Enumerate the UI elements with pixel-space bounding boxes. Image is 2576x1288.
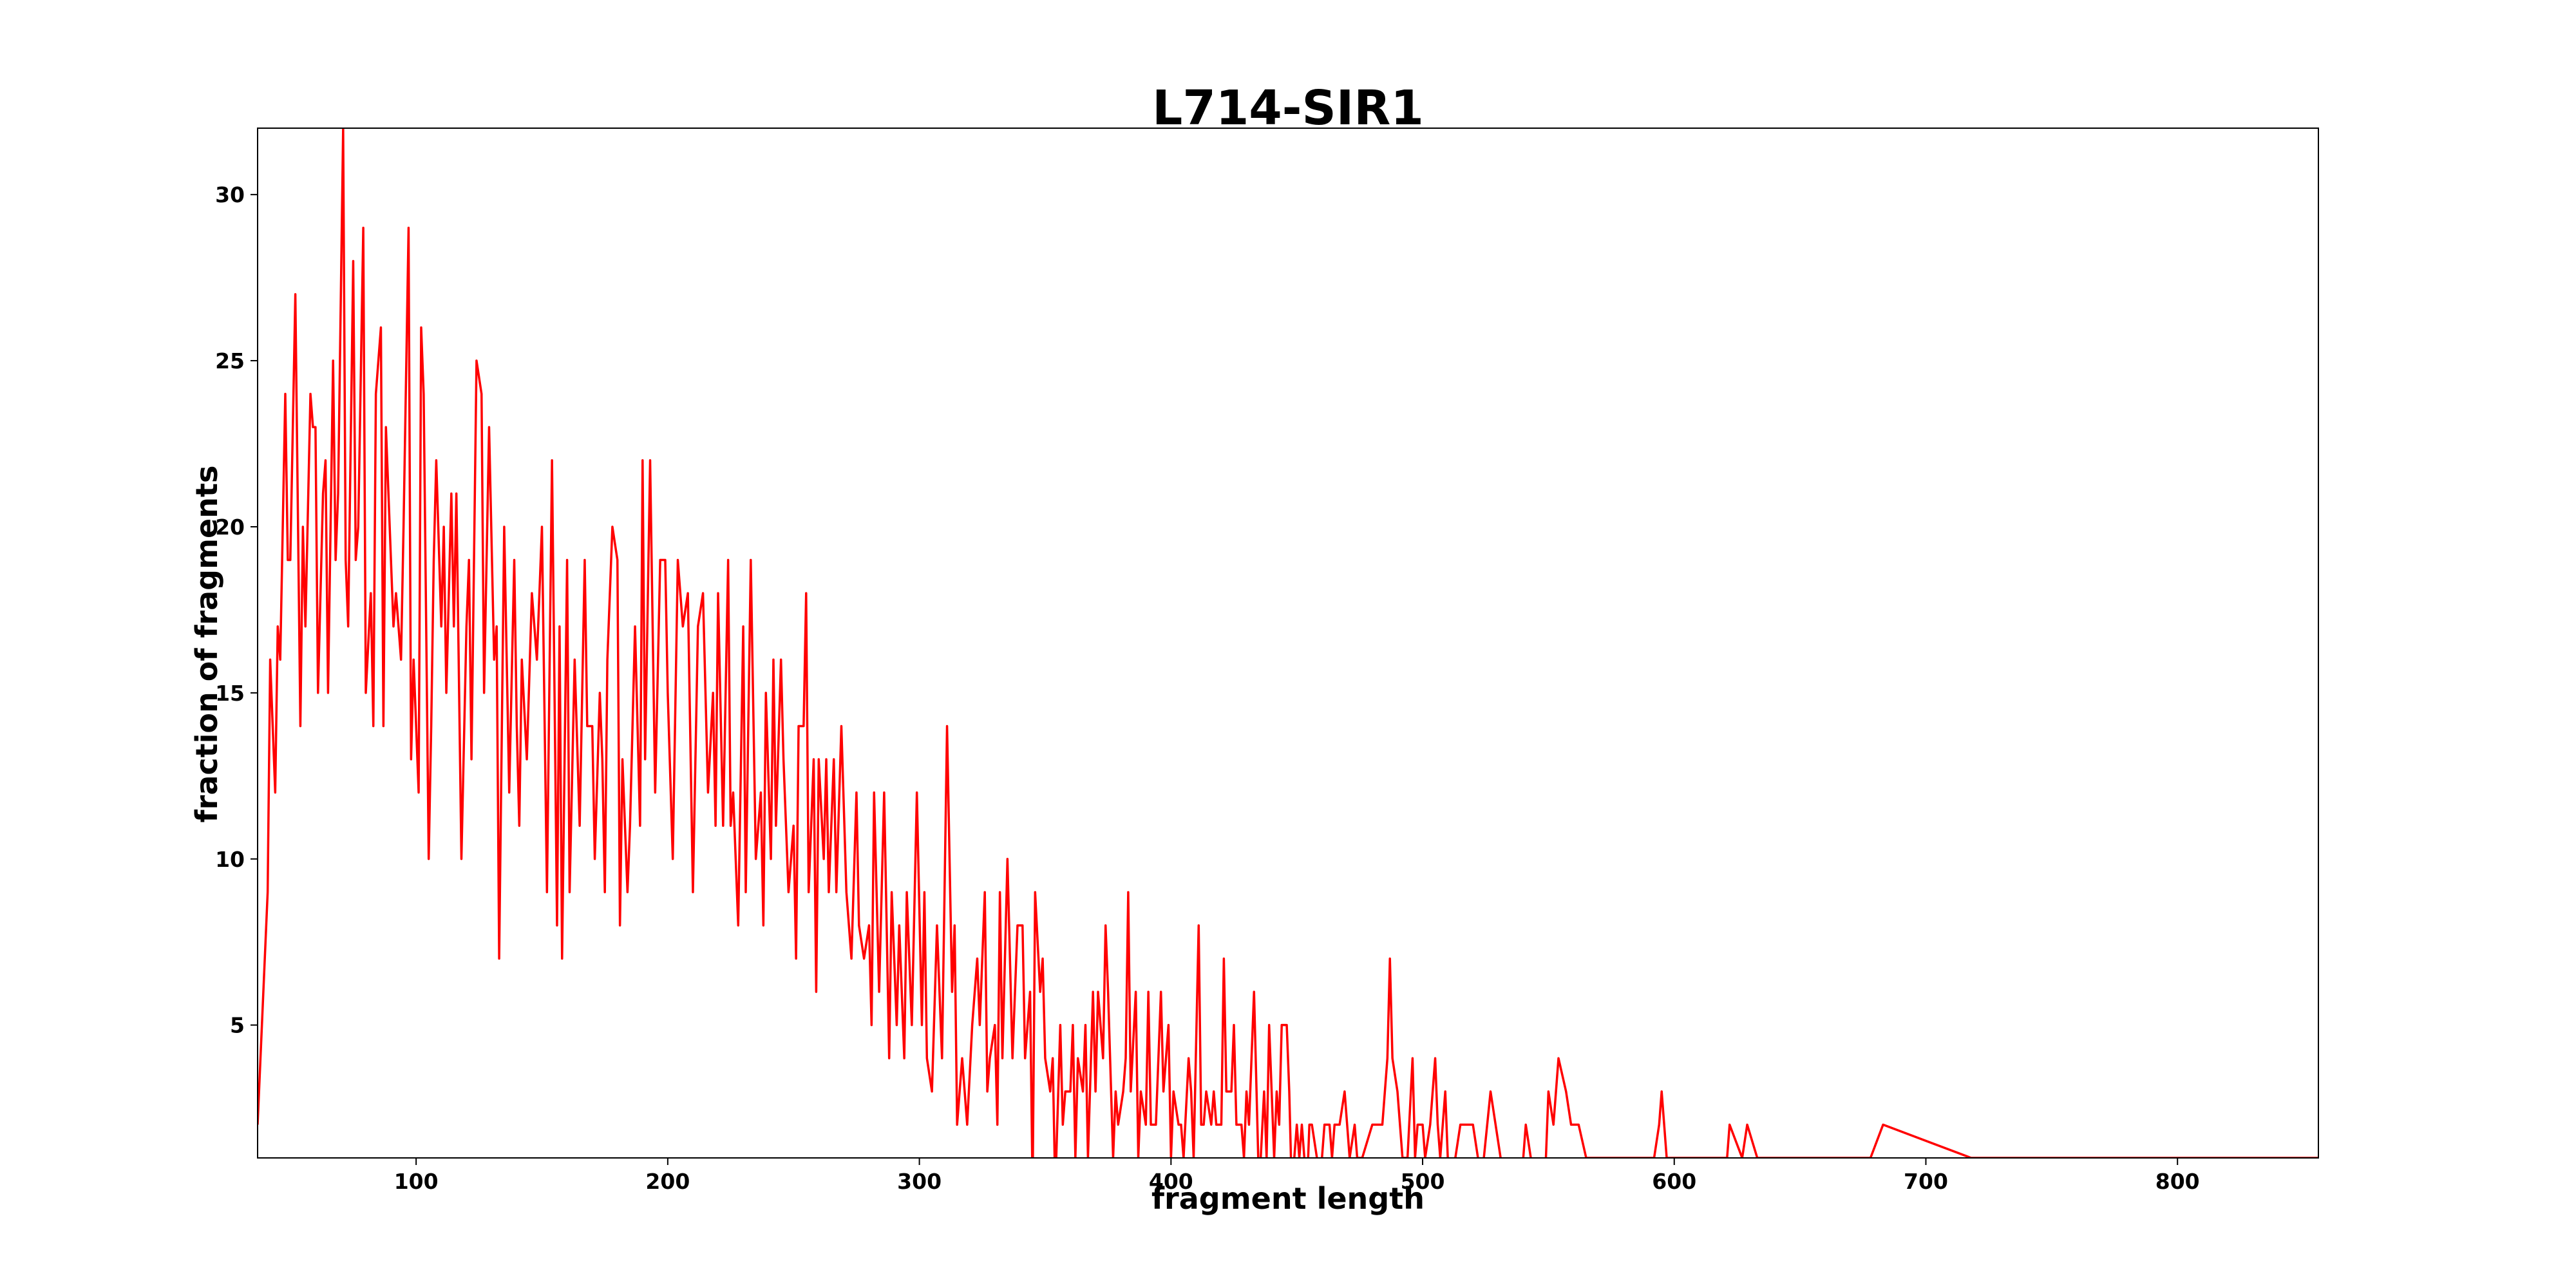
y-tick-label: 5 — [230, 1013, 245, 1038]
x-tick-label: 200 — [645, 1169, 690, 1194]
plot-frame — [257, 128, 2319, 1159]
y-tick-label: 15 — [215, 681, 245, 706]
y-tick-label: 20 — [215, 515, 245, 540]
y-tick-label: 25 — [215, 348, 245, 374]
x-tick-label: 500 — [1401, 1169, 1445, 1194]
chart-title: L714-SIR1 — [1152, 80, 1424, 136]
x-tick-label: 100 — [394, 1169, 439, 1194]
x-tick-label: 300 — [897, 1169, 942, 1194]
y-tick-label: 30 — [215, 182, 245, 207]
data-line — [258, 128, 2318, 1158]
x-tick-label: 800 — [2155, 1169, 2200, 1194]
x-axis-label: fragment length — [1151, 1181, 1425, 1216]
x-tick-label: 600 — [1652, 1169, 1696, 1194]
x-tick-label: 400 — [1149, 1169, 1193, 1194]
y-tick-label: 10 — [215, 847, 245, 872]
x-tick-label: 700 — [1904, 1169, 1948, 1194]
y-axis-label: fraction of fragments — [189, 466, 224, 823]
